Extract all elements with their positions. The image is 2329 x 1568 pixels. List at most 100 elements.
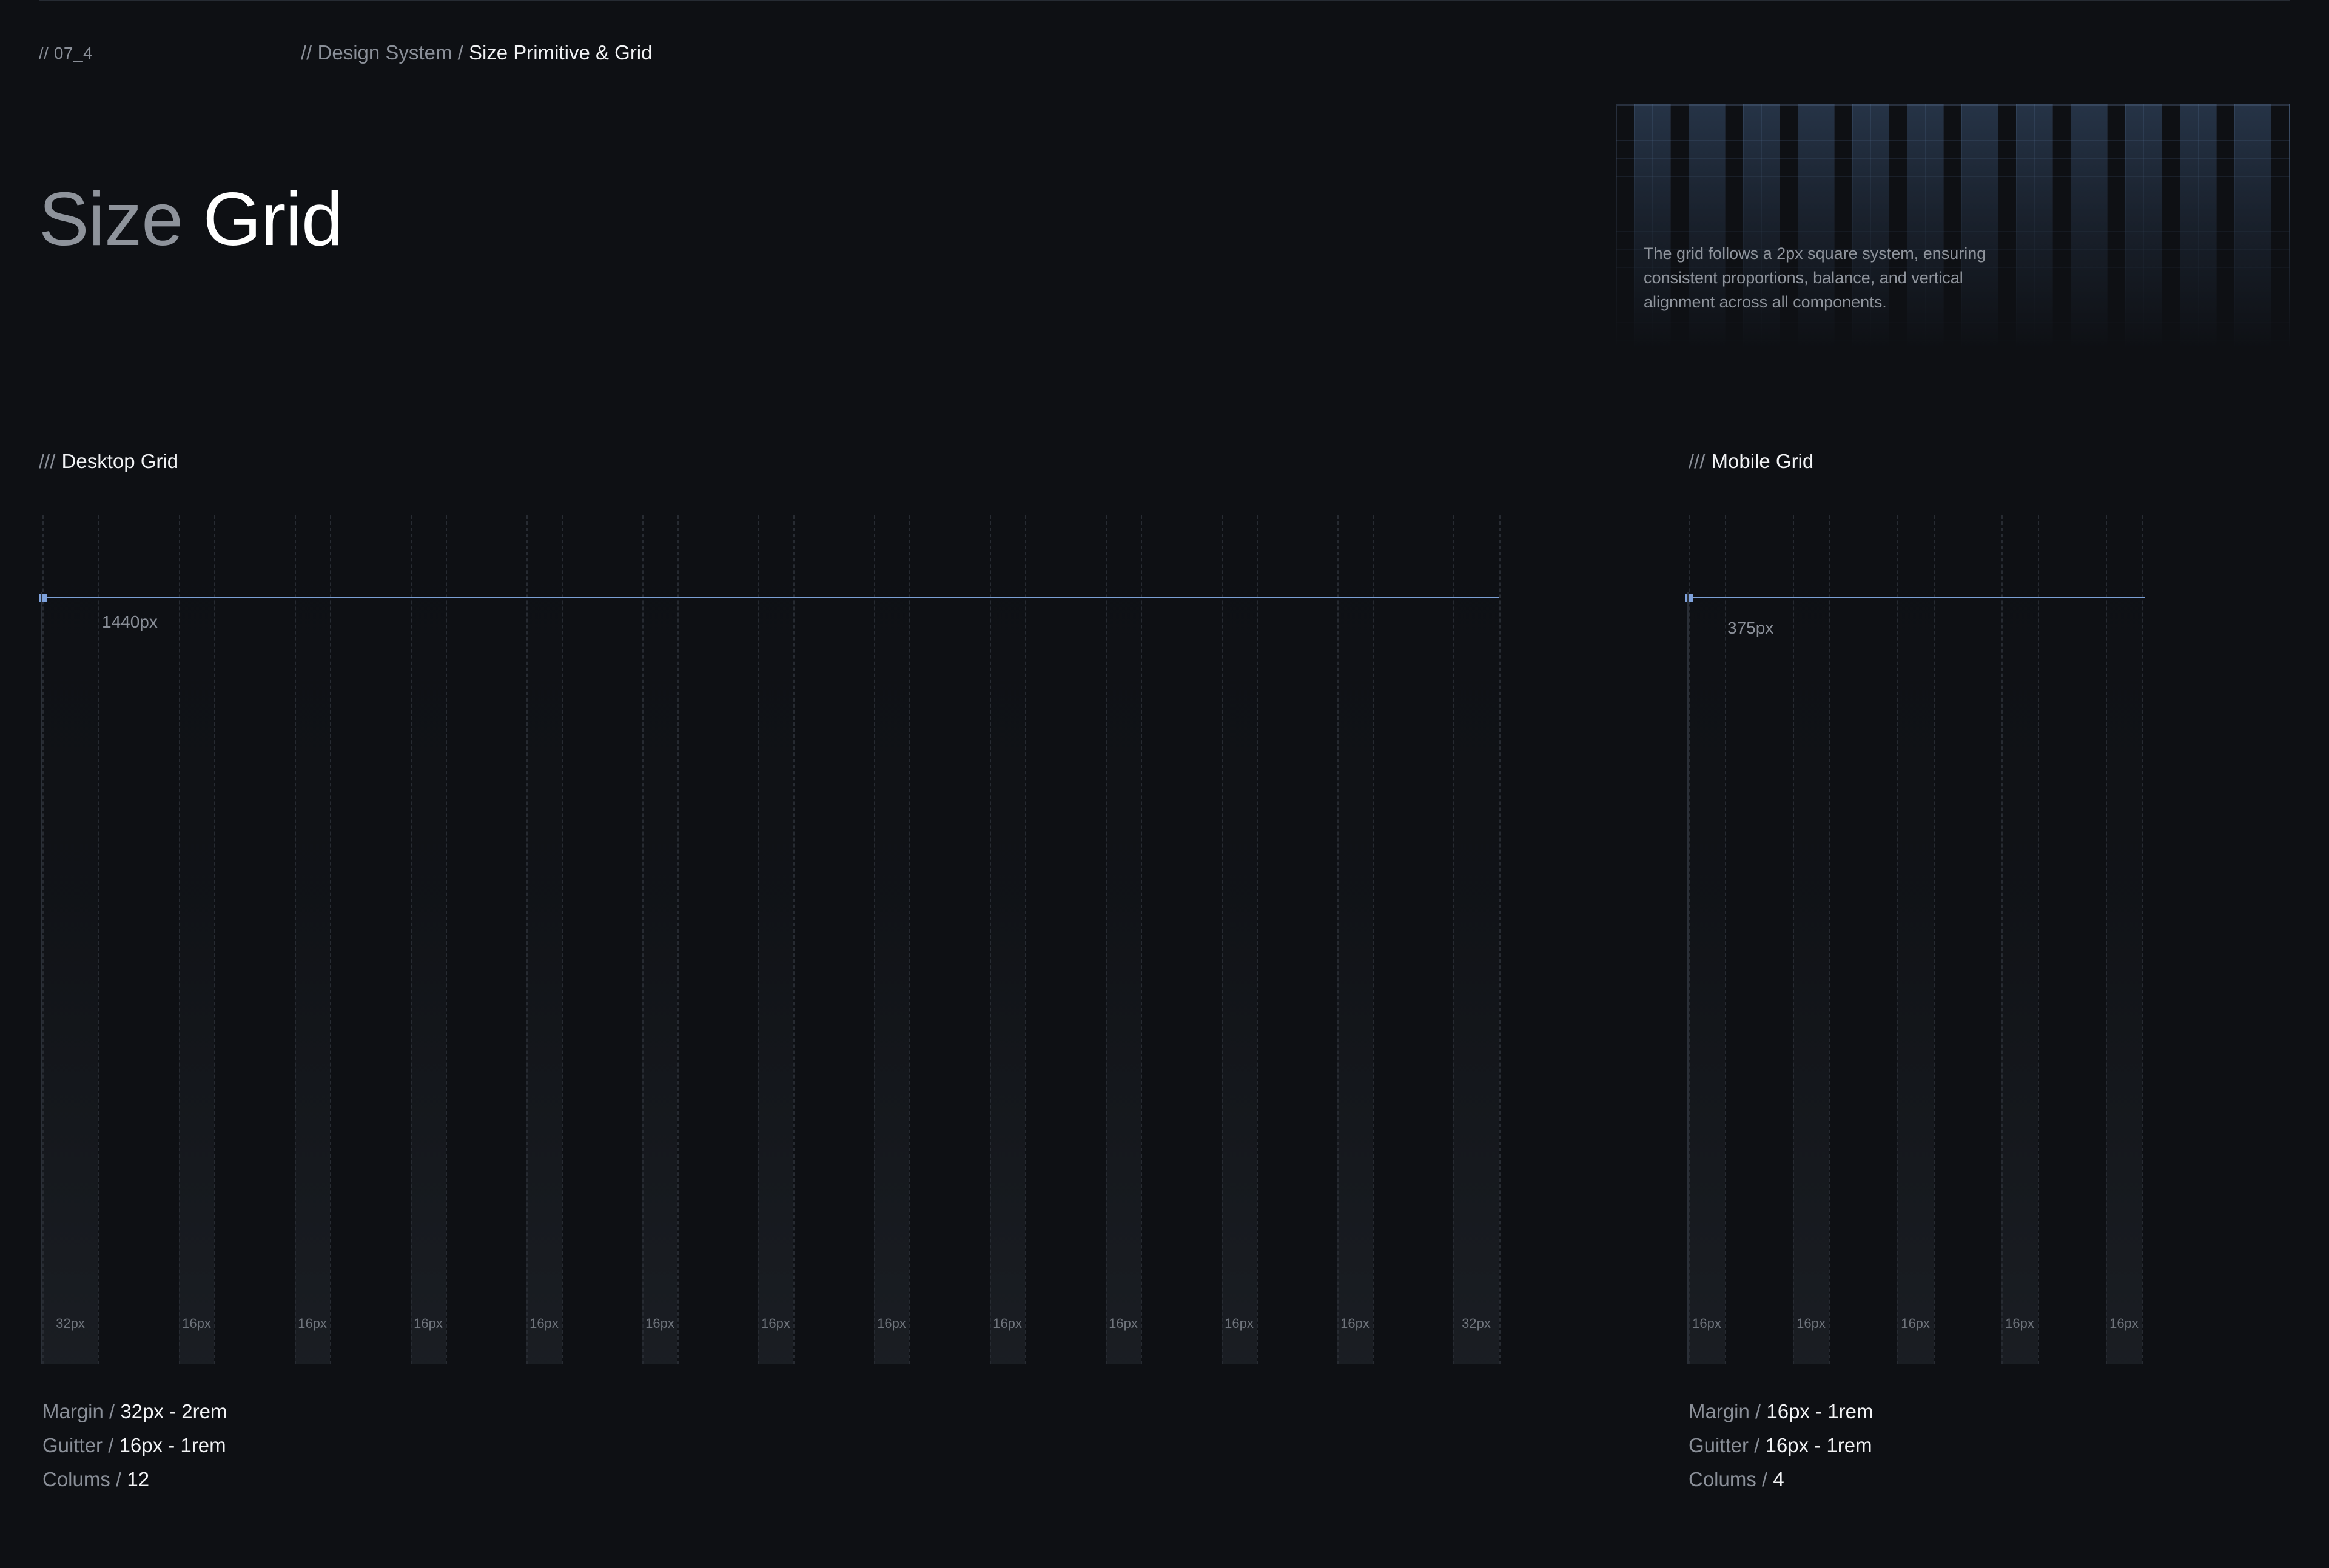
page-title: Size Grid	[39, 182, 343, 257]
mobile-grid-label: /// Mobile Grid	[1689, 450, 1813, 473]
mobile-spacing-label: 16px	[1901, 1316, 1930, 1331]
mobile-grid-guide	[1897, 515, 1898, 1364]
desktop-grid-column	[1453, 515, 1499, 1364]
mobile-width-handle[interactable]	[1685, 594, 1693, 602]
desktop-grid-column	[179, 515, 214, 1364]
desktop-grid-label: /// Desktop Grid	[39, 450, 178, 473]
mobile-spec-columns: Colums / 4	[1689, 1468, 1784, 1490]
desktop-grid-guide	[411, 515, 412, 1364]
desktop-spacing-label: 16px	[1225, 1316, 1254, 1331]
mobile-grid-guide	[1689, 515, 1690, 1364]
desktop-specs: Margin / 32px - 2rem Guitter / 16px - 1r…	[42, 1395, 227, 1496]
desktop-grid-guide	[1222, 515, 1223, 1364]
mobile-grid-guide	[2038, 515, 2039, 1364]
desktop-grid-column	[1106, 515, 1141, 1364]
mobile-grid-column	[1793, 515, 1829, 1364]
desktop-grid-column	[411, 515, 446, 1364]
desktop-spacing-label: 16px	[414, 1316, 443, 1331]
desktop-spec-columns: Colums / 12	[42, 1468, 150, 1490]
mobile-grid-column	[1689, 515, 1725, 1364]
desktop-grid-column	[990, 515, 1025, 1364]
mobile-grid-guide	[1793, 515, 1794, 1364]
desktop-spacing-label: 16px	[182, 1316, 211, 1331]
desktop-grid: 32px 16px 16px 16px 16px 16px 16px 16px 16px 16px…	[39, 515, 1502, 1364]
mobile-spacing-label: 16px	[2109, 1316, 2139, 1331]
mobile-grid-column	[2106, 515, 2142, 1364]
page-title-muted: Size	[39, 178, 183, 261]
desktop-grid-guide	[42, 515, 44, 1364]
desktop-grid-column	[526, 515, 562, 1364]
mobile-grid-column	[1897, 515, 1934, 1364]
desktop-grid-label-prefix: ///	[39, 450, 56, 472]
desktop-grid-guide	[330, 515, 331, 1364]
desktop-grid-column	[874, 515, 909, 1364]
desktop-grid-column	[642, 515, 677, 1364]
desktop-grid-guide	[1025, 515, 1026, 1364]
desktop-grid-column	[758, 515, 793, 1364]
desktop-width-label: 1440px	[102, 612, 158, 631]
mobile-spacing-label: 16px	[2005, 1316, 2034, 1331]
mobile-spacing-label: 16px	[1692, 1316, 1721, 1331]
desktop-spacing-label: 16px	[529, 1316, 559, 1331]
desktop-grid-guide	[526, 515, 528, 1364]
mobile-grid-guide	[1934, 515, 1935, 1364]
desktop-grid-column	[42, 515, 98, 1364]
desktop-grid-guide	[446, 515, 447, 1364]
desktop-grid-guide	[562, 515, 563, 1364]
desktop-grid-column	[295, 515, 330, 1364]
desktop-spacing-label: 16px	[1340, 1316, 1370, 1331]
hero-description: The grid follows a 2px square system, en…	[1644, 244, 1986, 311]
desktop-grid-guide	[295, 515, 296, 1364]
mobile-spacing-label: 16px	[1796, 1316, 1826, 1331]
desktop-spacing-label: 16px	[761, 1316, 790, 1331]
desktop-grid-guide	[1373, 515, 1374, 1364]
mobile-width-label: 375px	[1727, 618, 1774, 637]
breadcrumb: // Design System / Size Primitive & Grid	[301, 41, 653, 64]
mobile-grid-label-prefix: ///	[1689, 450, 1706, 472]
mobile-grid-label-text: Mobile Grid	[1711, 450, 1814, 472]
mobile-grid-guide	[2001, 515, 2003, 1364]
desktop-spec-margin: Margin / 32px - 2rem	[42, 1400, 227, 1422]
desktop-grid-guide	[1453, 515, 1454, 1364]
desktop-grid-guide	[1106, 515, 1107, 1364]
desktop-spacing-label: 16px	[645, 1316, 674, 1331]
mobile-left-edge	[1687, 592, 1689, 1364]
desktop-grid-guide	[1499, 515, 1501, 1364]
mobile-width-line	[1687, 597, 2145, 598]
mobile-grid-guide	[1725, 515, 1726, 1364]
desktop-spacing-label: 32px	[56, 1316, 85, 1331]
desktop-grid-guide	[214, 515, 215, 1364]
desktop-grid-guide	[758, 515, 759, 1364]
desktop-grid-guide	[179, 515, 180, 1364]
page-title-bright: Grid	[203, 178, 343, 261]
desktop-grid-guide	[1337, 515, 1339, 1364]
desktop-grid-guide	[642, 515, 644, 1364]
desktop-grid-guide	[874, 515, 875, 1364]
desktop-spec-gutter: Guitter / 16px - 1rem	[42, 1434, 226, 1456]
page-number: // 07_4	[39, 44, 93, 62]
mobile-grid-guide	[1829, 515, 1830, 1364]
desktop-width-handle[interactable]	[39, 594, 47, 602]
mobile-grid: 16px 16px 16px 16px 16px 375px	[1685, 515, 2148, 1364]
desktop-grid-guide	[793, 515, 795, 1364]
desktop-grid-guide	[990, 515, 991, 1364]
desktop-spacing-label: 32px	[1462, 1316, 1491, 1331]
mobile-specs: Margin / 16px - 1rem Guitter / 16px - 1r…	[1689, 1395, 1873, 1496]
mobile-grid-column	[2001, 515, 2038, 1364]
desktop-grid-guide	[1257, 515, 1258, 1364]
desktop-left-edge	[41, 592, 42, 1364]
desktop-spacing-label: 16px	[877, 1316, 906, 1331]
top-divider	[39, 0, 2290, 1]
mobile-spec-gutter: Guitter / 16px - 1rem	[1689, 1434, 1872, 1456]
breadcrumb-parent[interactable]: // Design System /	[301, 41, 463, 64]
desktop-grid-guide	[1141, 515, 1142, 1364]
desktop-grid-guide	[677, 515, 679, 1364]
desktop-grid-column	[1222, 515, 1257, 1364]
mobile-grid-guide	[2142, 515, 2143, 1364]
desktop-width-line	[41, 597, 1499, 598]
desktop-spacing-label: 16px	[993, 1316, 1022, 1331]
hero-grid-illustration	[1616, 104, 2290, 349]
desktop-spacing-label: 16px	[1109, 1316, 1138, 1331]
desktop-grid-column	[1337, 515, 1373, 1364]
desktop-spacing-label: 16px	[298, 1316, 327, 1331]
